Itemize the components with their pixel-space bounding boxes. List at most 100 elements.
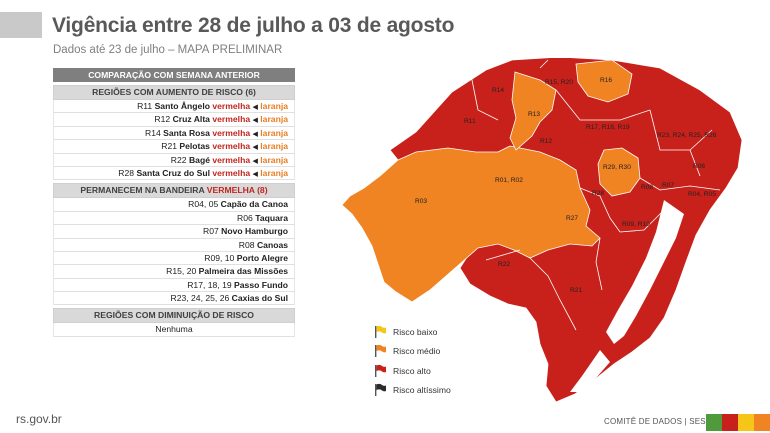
row-to-flag: laranja: [260, 141, 288, 152]
row-to-flag: laranja: [260, 167, 288, 178]
map-region-orange-west: [341, 145, 601, 303]
map-borders: [469, 59, 721, 331]
remain-row: R07 Novo Hamburgo: [53, 225, 295, 239]
remain-row: R23, 24, 25, 26 Caxias do Sul: [53, 292, 295, 306]
label-r07: R07: [662, 182, 674, 189]
label-r03: R03: [415, 198, 427, 205]
remain-row: R06 Taquara: [53, 211, 295, 226]
row-city: Canoas: [256, 239, 288, 250]
label-r15r20: R15, R20: [545, 79, 573, 86]
flag-color-swatch: [706, 414, 722, 431]
row-city: Cruz Alta: [172, 114, 213, 125]
map-labels: R03 R01, R02 R27 R22 R21 R14 R11 R13 R12…: [415, 77, 717, 294]
row-region: R28: [118, 167, 137, 178]
label-r12: R12: [540, 138, 552, 145]
row-city: Santa Rosa: [163, 127, 213, 138]
risk-legend: Risco baixo Risco médio Risco alto Risco al…: [373, 322, 451, 400]
remain-heading-prefix: PERMANECEM NA BANDEIRA: [80, 185, 205, 196]
row-region: R12: [154, 114, 173, 125]
remain-heading-color: VERMELHA (8): [206, 185, 268, 196]
row-region: R23, 24, 25, 26: [170, 293, 232, 304]
committee-label: COMITÊ DE DADOS | SES: [604, 417, 706, 426]
site-logo[interactable]: rs.gov.br: [16, 412, 62, 426]
row-region: R07: [203, 226, 222, 237]
row-region: R14: [145, 127, 164, 138]
arrow-left-icon: ◀: [252, 170, 258, 178]
row-to-flag: laranja: [260, 127, 288, 138]
row-city: Santo Ângelo: [154, 101, 213, 111]
row-from-flag: vermelha: [212, 141, 253, 152]
flag-icon: [375, 345, 386, 358]
arrow-left-icon: ◀: [252, 117, 258, 125]
increase-row: R21 Pelotas vermelha ◀ laranja: [53, 140, 295, 154]
row-city: Porto Alegre: [236, 252, 288, 263]
row-city: Novo Hamburgo: [221, 226, 288, 237]
map-region-orange-r29r30: [597, 147, 641, 197]
increase-row: R14 Santa Rosa vermelha ◀ laranja: [53, 126, 295, 141]
legend-item: Risco alto: [373, 361, 451, 381]
label-r09r10: R09, R10: [622, 221, 650, 228]
map-lagoon: [606, 200, 684, 344]
row-region: R15, 20: [166, 266, 199, 277]
label-r06: R06: [693, 163, 705, 170]
row-region: R17, 18, 19: [187, 279, 235, 290]
comparison-table: COMPARAÇÃO COM SEMANA ANTERIOR REGIÕES C…: [53, 68, 295, 337]
row-city: Taquara: [255, 212, 288, 223]
row-to-flag: laranja: [260, 154, 288, 165]
arrow-left-icon: ◀: [252, 144, 258, 152]
label-r01r02: R01, R02: [495, 177, 523, 184]
increase-heading: REGIÕES COM AUMENTO DE RISCO (6): [53, 85, 295, 100]
row-from-flag: vermelha: [212, 167, 253, 178]
row-city: Santa Cruz do Sul: [136, 167, 213, 178]
legend-item: Risco médio: [373, 342, 451, 362]
flag-icon: [375, 364, 386, 377]
legend-label: Risco médio: [393, 346, 441, 357]
remain-row: R04, 05 Capão da Canoa: [53, 198, 295, 212]
row-region: R09, 10: [204, 252, 237, 263]
label-r29r30: R29, R30: [603, 164, 631, 171]
row-city: Palmeira das Missões: [198, 266, 288, 277]
remain-row: R17, 18, 19 Passo Fundo: [53, 278, 295, 293]
row-region: R06: [237, 212, 256, 223]
flag-colors-bar: [706, 414, 770, 431]
row-region: R08: [238, 239, 257, 250]
decrease-value: Nenhuma: [53, 323, 295, 337]
label-r21: R21: [570, 287, 582, 294]
label-r14: R14: [492, 87, 504, 94]
label-r13: R13: [528, 111, 540, 118]
label-r04r05: R04, R05: [688, 191, 716, 198]
page-title: Vigência entre 28 de julho a 03 de agost…: [52, 14, 455, 37]
flag-color-swatch: [754, 414, 770, 431]
label-r28: R28: [592, 190, 604, 197]
increase-row: R22 Bagé vermelha ◀ laranja: [53, 153, 295, 167]
label-r27: R27: [566, 215, 578, 222]
row-city: Passo Fundo: [234, 279, 288, 290]
row-city: Caxias do Sul: [231, 293, 288, 304]
remain-row: R09, 10 Porto Alegre: [53, 251, 295, 266]
row-region: R11: [137, 101, 155, 111]
row-region: R21: [161, 141, 180, 152]
comparison-header: COMPARAÇÃO COM SEMANA ANTERIOR: [53, 68, 295, 82]
increase-row: R28 Santa Cruz do Sul vermelha ◀ laranja: [53, 166, 295, 181]
flag-icon: [375, 384, 386, 397]
flag-color-swatch: [722, 414, 738, 431]
legend-label: Risco altíssimo: [393, 385, 451, 396]
label-r23-26: R23, R24, R25, R26: [657, 132, 717, 139]
map-region-orange-r13: [509, 71, 557, 151]
page-subtitle: Dados até 23 de julho – MAPA PRELIMINAR: [53, 44, 283, 56]
row-to-flag: laranja: [260, 114, 288, 125]
increase-row: R12 Cruz Alta vermelha ◀ laranja: [53, 113, 295, 127]
map-region-orange-r16: [575, 59, 633, 103]
flag-icon: [375, 325, 386, 338]
legend-label: Risco baixo: [393, 326, 438, 337]
legend-label: Risco alto: [393, 365, 431, 376]
header-accent-bar: [0, 12, 42, 38]
rs-risk-map: R03 R01, R02 R27 R22 R21 R14 R11 R13 R12…: [341, 58, 743, 403]
row-from-flag: vermelha: [212, 101, 253, 111]
label-r17r18r19: R17, R18, R19: [586, 124, 630, 131]
row-region: R22: [170, 154, 189, 165]
legend-item: Risco baixo: [373, 322, 451, 342]
row-region: R04, 05: [188, 199, 221, 210]
row-city: Bagé: [188, 154, 213, 165]
label-r22: R22: [498, 261, 510, 268]
